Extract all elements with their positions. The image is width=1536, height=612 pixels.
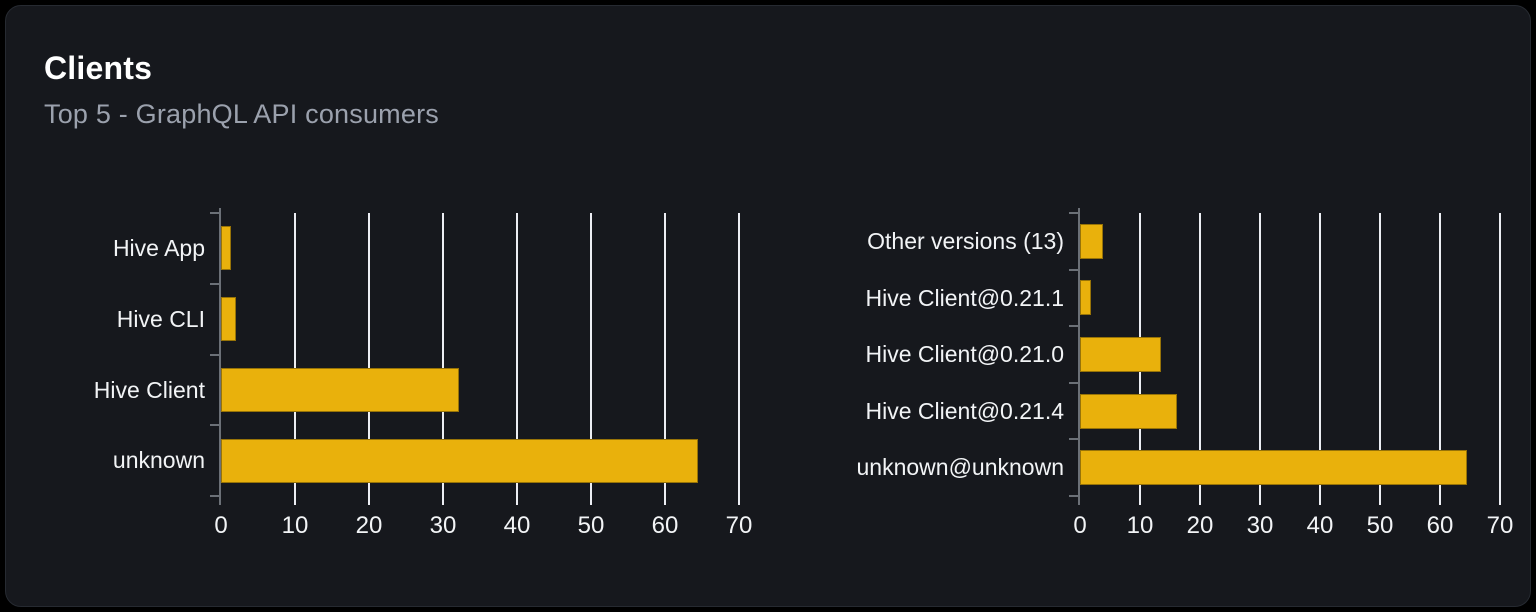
- gridline-x-30: [442, 213, 444, 505]
- gridline-x-70: [738, 213, 740, 505]
- clients-bar-chart: 0 10 20 30 40 50 60 70 Hive App Hive CLI Hive Clie…: [94, 208, 752, 539]
- y-axis-tick: [210, 424, 219, 426]
- x-tick-label-30: 30: [429, 512, 457, 539]
- x-tick-label-0: 0: [214, 512, 228, 539]
- x-tick-label-70: 70: [725, 512, 753, 539]
- x-tick-label-50: 50: [1366, 512, 1394, 539]
- gridline-x-30: [1259, 213, 1261, 505]
- gridline-x-40: [516, 213, 518, 505]
- x-tick-label-10: 10: [1126, 512, 1154, 539]
- y-axis-tick: [1069, 325, 1078, 327]
- category-label-unknown-unknown: unknown@unknown: [856, 454, 1064, 480]
- y-axis-tick: [210, 354, 219, 356]
- bar-hive-app[interactable]: [221, 226, 231, 270]
- bar-other-versions-13[interactable]: [1080, 224, 1103, 259]
- y-axis-tick: [210, 283, 219, 285]
- gridline-x-70: [1499, 213, 1501, 505]
- bar-unknown-unknown[interactable]: [1080, 450, 1467, 485]
- x-tick-label-20: 20: [1186, 512, 1214, 539]
- gridline-x-60: [664, 213, 666, 505]
- y-axis-tick: [210, 495, 219, 497]
- bar-hive-client-0-21-4[interactable]: [1080, 394, 1177, 429]
- card-header: Clients Top 5 - GraphQL API consumers: [44, 50, 439, 130]
- category-label-hive-client: Hive Client: [93, 377, 205, 403]
- category-label-hive-app: Hive App: [112, 235, 205, 261]
- category-label-other-versions-13: Other versions (13): [867, 228, 1064, 254]
- gridline-x-50: [1379, 213, 1381, 505]
- bar-unknown[interactable]: [221, 439, 698, 483]
- card-subtitle: Top 5 - GraphQL API consumers: [44, 99, 439, 129]
- x-tick-label-60: 60: [651, 512, 679, 539]
- y-axis-tick: [1069, 382, 1078, 384]
- client-versions-bar-chart: 0 10 20 30 40 50 60 70 Other versions (13) Hive C…: [857, 208, 1513, 539]
- x-tick-label-40: 40: [1306, 512, 1334, 539]
- bar-hive-client[interactable]: [221, 368, 459, 412]
- category-label-hive-client-0-21-0: Hive Client@0.21.0: [865, 341, 1065, 367]
- y-axis-tick: [1069, 495, 1078, 497]
- category-label-hive-client-0-21-4: Hive Client@0.21.4: [865, 398, 1065, 424]
- category-label-unknown: unknown: [112, 447, 205, 473]
- x-tick-label-30: 30: [1246, 512, 1274, 539]
- x-tick-label-60: 60: [1426, 512, 1454, 539]
- y-axis-tick: [1069, 438, 1078, 440]
- x-tick-label-20: 20: [355, 512, 383, 539]
- gridline-x-10: [294, 213, 296, 505]
- y-axis-line: [1078, 208, 1080, 505]
- gridline-x-20: [1199, 213, 1201, 505]
- x-tick-label-0: 0: [1073, 512, 1087, 539]
- card-title: Clients: [44, 50, 153, 86]
- bar-hive-cli[interactable]: [221, 297, 236, 341]
- y-axis-tick: [1069, 269, 1078, 271]
- y-axis-tick: [210, 212, 219, 214]
- gridline-x-40: [1319, 213, 1321, 505]
- y-axis-line: [219, 208, 221, 505]
- x-tick-label-50: 50: [577, 512, 605, 539]
- gridline-x-20: [368, 213, 370, 505]
- clients-card: Clients Top 5 - GraphQL API consumers 0 1…: [5, 5, 1531, 607]
- bar-hive-client-0-21-0[interactable]: [1080, 337, 1161, 372]
- x-tick-label-10: 10: [281, 512, 309, 539]
- gridline-x-60: [1439, 213, 1441, 505]
- y-axis-tick: [1069, 212, 1078, 214]
- bar-hive-client-0-21-1[interactable]: [1080, 280, 1091, 315]
- category-label-hive-client-0-21-1: Hive Client@0.21.1: [865, 285, 1065, 311]
- gridline-x-50: [590, 213, 592, 505]
- x-tick-label-40: 40: [503, 512, 531, 539]
- x-tick-label-70: 70: [1486, 512, 1514, 539]
- category-label-hive-cli: Hive CLI: [116, 306, 205, 332]
